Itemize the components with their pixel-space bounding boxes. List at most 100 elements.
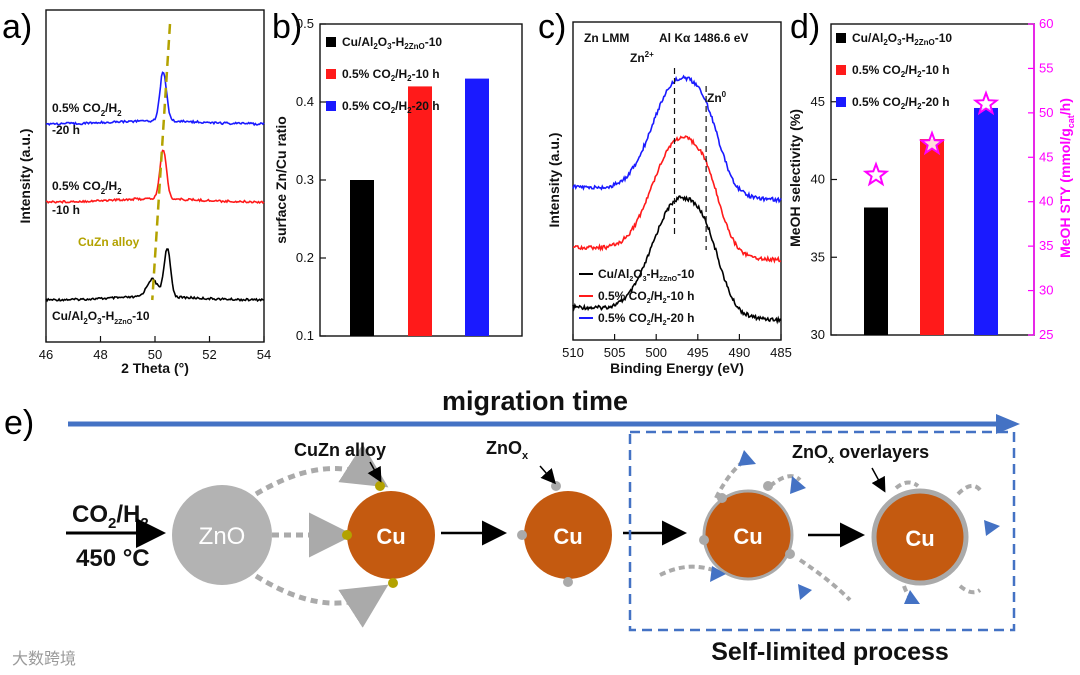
panel-c-frame	[572, 21, 782, 341]
cu-particle-4	[871, 488, 969, 586]
diffusion-path	[714, 456, 750, 499]
migration-time-arrow-head	[996, 414, 1020, 434]
blue-flow-arrow	[738, 450, 756, 466]
panel-a-ylabel: Intensity (a.u.)	[17, 129, 33, 224]
panel-c-xps: 510 505 500 495 490 485 Binding Energy (eV) I…	[546, 21, 792, 376]
panel-label-b: b)	[272, 8, 302, 46]
zno-particle-label: ZnO	[199, 523, 246, 550]
panel-b-bar-2	[465, 78, 489, 336]
panel-c-xtick-label: 500	[645, 345, 667, 360]
panel-a-curve-1	[45, 149, 265, 205]
znox-overlayers-label: ZnOx overlayers	[792, 442, 929, 466]
panel-d-legend-2-swatch	[836, 97, 846, 107]
panel-b-legend-0-swatch	[326, 37, 336, 47]
panel-c-xlabel: Binding Energy (eV)	[610, 360, 744, 376]
panel-d-ytick-label: 40	[811, 172, 825, 187]
panel-label-e: e)	[4, 404, 34, 442]
cuzn-alloy-guide	[151, 23, 172, 301]
cuzn-alloy-pointer	[367, 461, 382, 483]
panel-c-curve-2	[572, 74, 782, 204]
migration-time-label: migration time	[442, 386, 628, 416]
overlayers-pointer	[871, 467, 886, 493]
panel-b-bar-1	[408, 86, 432, 337]
panel-b-ytick-label: 0.4	[296, 94, 314, 109]
zn2-marker-label: Zn2+	[630, 50, 654, 65]
cu-particle-1	[347, 491, 435, 579]
panel-b-legend-2-label: 0.5% CO2/H2-20 h	[342, 99, 440, 115]
panel-d-y2tick-label: 55	[1039, 60, 1053, 75]
blue-flow-arrow	[710, 566, 726, 582]
panel-b-ylabel: surface Zn/Cu ratio	[273, 116, 289, 244]
panel-d-ytick-label: 35	[811, 249, 825, 264]
panel-a-curve-2	[45, 71, 265, 127]
panel-c-curve-1	[573, 135, 782, 264]
panel-b-bar: 0.1 0.2 0.3 0.4 0.5 surface Zn/Cu ratio Cu/A…	[273, 16, 523, 343]
cu-particle-2	[524, 491, 612, 579]
diffusion-path	[956, 483, 982, 496]
series-label-ref: Cu/Al2O3-H2ZnO-10	[52, 309, 150, 326]
panel-label-d: d)	[790, 8, 820, 46]
panel-d-legend-1-swatch	[836, 65, 846, 75]
panel-d-legend-0-swatch	[836, 33, 846, 43]
panel-a-xrd: 46 48 50 52 54 2 Theta (°) Intensity (a.u.) …	[17, 9, 271, 376]
cu-label-2: Cu	[553, 524, 582, 549]
panel-d-ytick-label: 45	[811, 94, 825, 109]
panel-c-xtick-label: 505	[604, 345, 626, 360]
znox-label: ZnOx	[486, 438, 529, 462]
diffusion-path	[659, 564, 719, 577]
panel-d-y2tick-label: 40	[1039, 194, 1053, 209]
blue-flow-arrow	[790, 476, 806, 494]
panel-c-ylabel: Intensity (a.u.)	[546, 133, 562, 228]
panel-a-xtick-label: 52	[202, 347, 216, 362]
panel-c-curve-0	[572, 195, 782, 325]
panel-d-y2tick-label: 25	[1039, 327, 1053, 342]
znox-dot	[785, 549, 795, 559]
migration-path-bottom	[254, 573, 389, 628]
panel-d-sty-star-0	[862, 161, 890, 187]
panel-d-ytick-label: 30	[811, 327, 825, 342]
cuzn-alloy-label: CuZn alloy	[294, 440, 386, 460]
panel-b-ytick-label: 0.5	[296, 16, 314, 31]
panel-d-legend-1-label: 0.5% CO2/H2-10 h	[852, 63, 950, 79]
self-limited-label: Self-limited process	[711, 638, 949, 666]
cuzn-alloy-dot	[342, 530, 352, 540]
panel-c-legend-0-label: Cu/Al2O3-H2ZnO-10	[598, 267, 695, 283]
diffusion-path	[958, 584, 982, 595]
panel-d-y2tick-label: 30	[1039, 283, 1053, 298]
panel-b-ytick-label: 0.3	[296, 172, 314, 187]
series-label-10h: 0.5% CO2/H2	[52, 179, 122, 196]
cu-label-3: Cu	[733, 524, 762, 549]
panel-d-y2tick-label: 45	[1039, 149, 1053, 164]
panel-c-xtick-label: 495	[687, 345, 709, 360]
blue-flow-arrow	[984, 520, 1000, 536]
panel-label-c: c)	[538, 8, 566, 46]
temperature-label: 450 °C	[76, 545, 150, 572]
panel-d-y2label: MeOH STY (mmol/gcat/h)	[1057, 98, 1076, 258]
znox-dot	[563, 577, 573, 587]
panel-c-title-right: Al Kα 1486.6 eV	[659, 31, 748, 45]
panel-d-y2tick-label: 60	[1039, 16, 1053, 31]
panel-c-legend-2-label: 0.5% CO2/H2-20 h	[598, 311, 695, 327]
panel-b-ytick-label: 0.2	[296, 250, 314, 265]
panel-d-legend-0-label: Cu/Al2O3-H2ZnO-10	[852, 31, 952, 47]
panel-d-sty-star-2	[972, 90, 1000, 116]
panel-d-bar-2	[974, 107, 998, 335]
panel-a-xtick-label: 46	[39, 347, 53, 362]
cu-label-4: Cu	[905, 526, 934, 551]
panel-c-xtick-label: 510	[562, 345, 584, 360]
panel-a-xtick-label: 48	[93, 347, 107, 362]
panel-a-curve-0	[45, 248, 265, 303]
panel-b-ytick-label: 0.1	[296, 328, 314, 343]
zn0-marker-label: Zn0	[707, 90, 727, 105]
panel-a-xlabel: 2 Theta (°)	[121, 360, 189, 376]
panel-a-xtick-label: 50	[148, 347, 162, 362]
panel-d-legend-2-label: 0.5% CO2/H2-20 h	[852, 95, 950, 111]
panel-b-legend-1-swatch	[326, 69, 336, 79]
znox-dot	[517, 530, 527, 540]
panel-d-bar-1	[920, 139, 944, 335]
blue-flow-arrow	[904, 590, 920, 604]
watermark: 大数跨境	[12, 649, 76, 668]
self-limited-box	[628, 430, 1016, 632]
panel-d-y2tick-label: 35	[1039, 238, 1053, 253]
